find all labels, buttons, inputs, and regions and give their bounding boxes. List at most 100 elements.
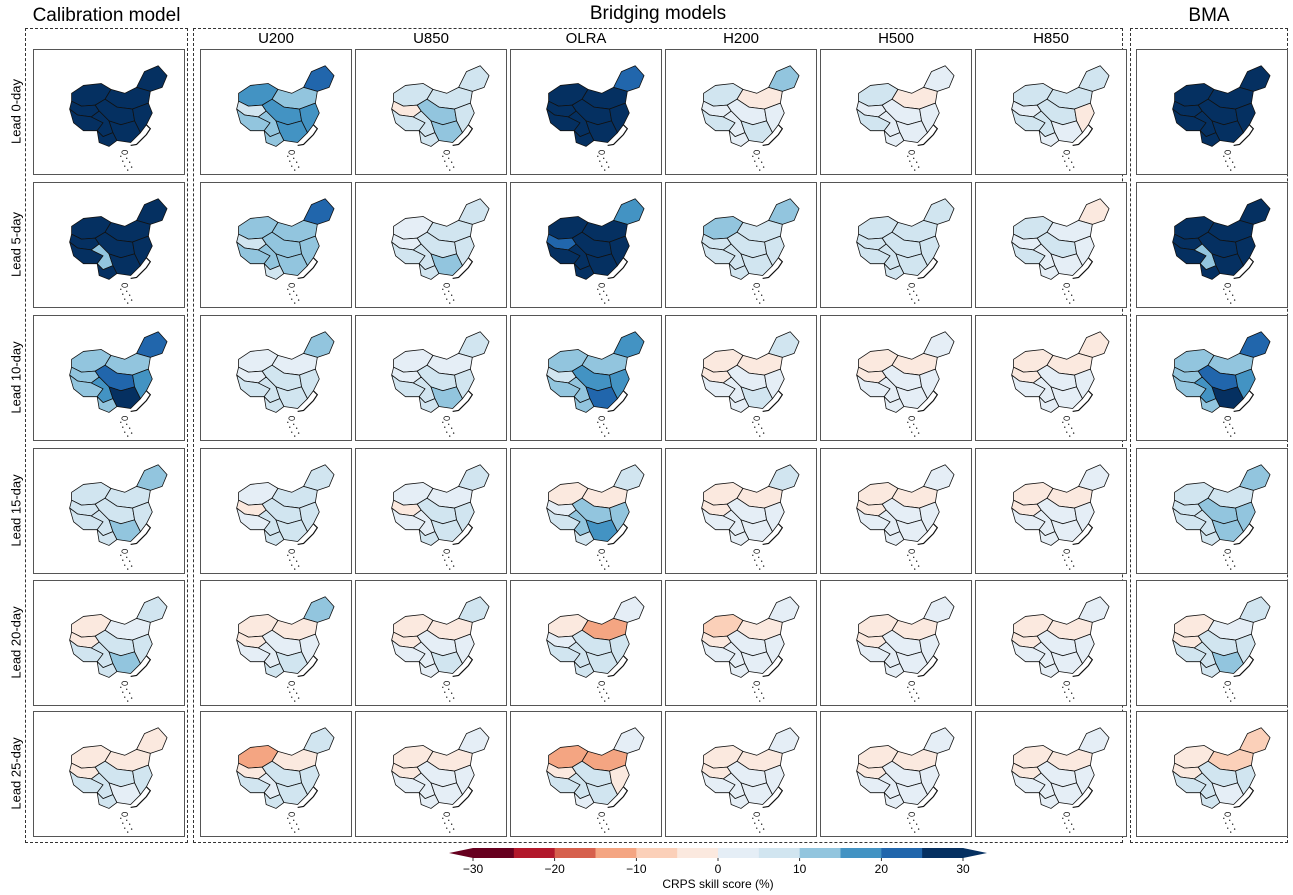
island-dot [287, 554, 289, 556]
island-dot [127, 831, 129, 833]
island-dot [450, 161, 453, 163]
island-dot [754, 160, 756, 162]
region-East [454, 368, 475, 400]
island-dot [1233, 565, 1236, 567]
region-NE [136, 596, 168, 623]
island-dot [758, 556, 760, 558]
island-dot [1069, 831, 1071, 833]
region-Yunnan [1038, 792, 1060, 809]
island-dot [122, 293, 124, 295]
island-dot [449, 169, 451, 171]
island-dot [911, 696, 913, 698]
island-dot [295, 692, 298, 694]
hainan-island [121, 150, 129, 155]
region-East [132, 764, 153, 796]
hainan-island [1224, 150, 1232, 155]
hainan-island [1224, 549, 1232, 554]
region-East [132, 102, 153, 134]
coastline [917, 655, 939, 678]
region-East [132, 633, 153, 665]
island-dot [130, 828, 133, 830]
island-dot [1230, 568, 1232, 570]
region-NE [613, 464, 645, 491]
hainan-island [443, 416, 451, 421]
island-dot [917, 299, 920, 301]
map-panel [355, 580, 507, 706]
region-NE [923, 331, 955, 358]
island-dot [1229, 688, 1231, 690]
china-map [1172, 198, 1271, 304]
region-Yunnan [418, 263, 440, 280]
coastline [917, 786, 939, 809]
island-dot [449, 831, 451, 833]
china-map [701, 464, 800, 570]
island-dot [446, 827, 448, 829]
island-dot [130, 166, 133, 168]
column-label: U200 [258, 30, 294, 47]
hainan-island [908, 150, 916, 155]
island-dot [1062, 817, 1064, 819]
region-East [299, 102, 320, 134]
china-map [391, 596, 490, 702]
hainan-island [288, 283, 296, 288]
island-dot [1062, 155, 1064, 157]
island-dot [1227, 431, 1229, 433]
island-dot [599, 426, 601, 428]
island-dot [1227, 298, 1229, 300]
coastline [130, 523, 152, 546]
colorbar-segment [758, 848, 801, 858]
region-NE [768, 727, 800, 754]
china-map [546, 464, 645, 570]
island-dot [127, 435, 129, 437]
island-dot [1069, 435, 1071, 437]
island-dot [294, 831, 296, 833]
island-dot [448, 556, 450, 558]
coastline [297, 124, 319, 147]
island-dot [913, 423, 915, 425]
island-dot [294, 568, 296, 570]
island-dot [127, 169, 129, 171]
island-dot [1233, 432, 1236, 434]
region-NE [768, 65, 800, 92]
hainan-island [598, 812, 606, 817]
region-NE [458, 464, 490, 491]
island-dot [1069, 700, 1071, 702]
coastline [607, 257, 629, 280]
map-panel [510, 182, 662, 308]
island-dot [120, 155, 122, 157]
region-Yunnan [883, 661, 905, 678]
island-dot [907, 554, 909, 556]
island-dot [1072, 432, 1075, 434]
coastline [1072, 257, 1094, 280]
region-NE [613, 65, 645, 92]
island-dot [128, 427, 131, 429]
island-dot [754, 426, 756, 428]
region-NE [136, 727, 168, 754]
colorbar-segment [473, 848, 515, 858]
island-dot [760, 560, 763, 562]
island-dot [913, 290, 915, 292]
island-dot [907, 288, 909, 290]
island-dot [293, 819, 295, 821]
island-dot [1229, 290, 1231, 292]
region-NE [613, 727, 645, 754]
island-dot [599, 691, 601, 693]
map-panel [975, 711, 1127, 837]
island-dot [754, 691, 756, 693]
region-Yunnan [418, 396, 440, 413]
island-dot [1227, 165, 1229, 167]
china-map [1172, 65, 1271, 171]
island-dot [1229, 423, 1231, 425]
island-dot [450, 823, 453, 825]
island-dot [915, 823, 918, 825]
island-dot [1070, 560, 1073, 562]
coastline [1072, 523, 1094, 546]
colorbar-segment [799, 848, 841, 858]
island-dot [607, 565, 610, 567]
coastline [762, 786, 784, 809]
china-map [391, 198, 490, 304]
map-panel [510, 448, 662, 574]
hainan-island [908, 549, 916, 554]
island-dot [1072, 299, 1075, 301]
island-dot [448, 819, 450, 821]
